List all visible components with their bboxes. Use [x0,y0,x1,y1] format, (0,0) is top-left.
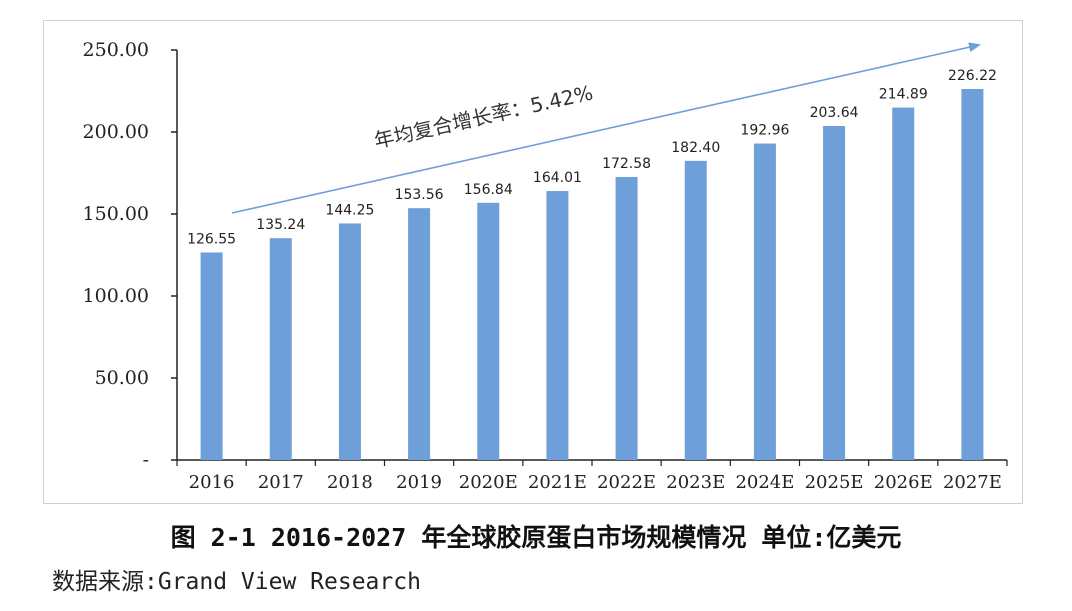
x-tick-label: 2020E [459,472,518,493]
data-label: 214.89 [879,87,928,103]
data-label: 226.22 [948,68,997,84]
data-label: 172.58 [602,156,651,172]
x-tick-label: 2023E [666,472,725,493]
chart-frame: - 50.00 100.00 150.00 200.00 250.00 126.55 2016… [43,20,1023,504]
bar [338,223,361,460]
bar [408,208,431,460]
x-tick-label: 2016 [189,472,235,493]
data-label: 153.56 [395,187,444,203]
cagr-annotation: 年均复合增长率：5.42% [372,80,595,152]
data-label: 192.96 [740,123,789,139]
bar [615,176,638,460]
bar [684,160,707,460]
bar-chart: - 50.00 100.00 150.00 200.00 250.00 126.55 2016… [83,39,1008,493]
bar [200,252,223,460]
x-tick-label: 2026E [874,472,933,493]
y-tick-label: 100.00 [83,285,149,307]
source-note: 数据来源:Grand View Research [52,569,421,595]
x-tick-label: 2018 [327,472,373,493]
data-label: 164.01 [533,170,582,186]
x-tick-label: 2024E [735,472,794,493]
data-label: 144.25 [325,202,374,218]
y-tick-label: 250.00 [83,39,149,61]
x-tick-label: 2017 [258,472,304,493]
data-label: 182.40 [671,140,720,156]
x-tick-label: 2027E [943,472,1002,493]
x-tick-label: 2025E [805,472,864,493]
data-label: 126.55 [187,231,236,247]
bar [892,107,915,461]
data-label: 203.64 [810,105,859,121]
bar [546,191,569,460]
figure-caption: 图 2-1 2016-2027 年全球胶原蛋白市场规模情况 单位:亿美元 [170,523,902,552]
x-tick-label: 2019 [396,472,442,493]
y-tick-label: 200.00 [83,121,149,143]
trend-arrow [231,42,981,214]
bar [961,88,984,460]
data-label: 135.24 [256,217,305,233]
x-tick-label: 2021E [528,472,587,493]
y-tick-label: 50.00 [95,367,149,389]
data-label: 156.84 [464,182,513,198]
x-tick-label: 2022E [597,472,656,493]
bar [477,202,500,460]
bar [823,126,846,461]
y-tick-label: - [143,449,149,471]
bar [753,143,776,460]
bar [269,238,292,460]
y-tick-label: 150.00 [83,203,149,225]
